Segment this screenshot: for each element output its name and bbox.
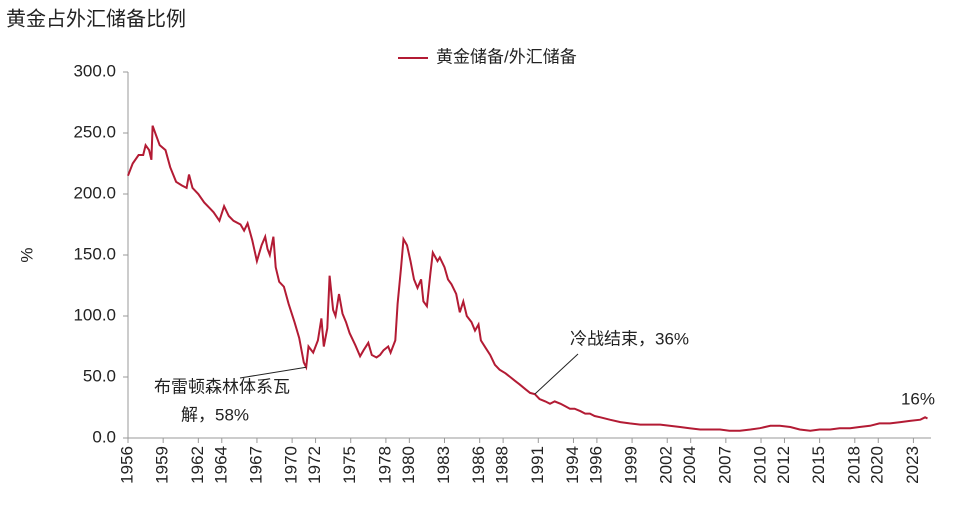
annotation: 16% [901,389,935,408]
x-tick-label: 1980 [399,446,418,484]
annotation: 布雷顿森林体系瓦 [154,377,290,396]
x-tick-label: 2018 [844,446,863,484]
x-tick-label: 2002 [657,446,676,484]
chart-title: 黄金占外汇储备比例 [6,7,186,31]
y-tick-label: 150.0 [73,244,116,263]
x-tick-label: 1970 [282,446,301,484]
x-tick-label: 1978 [375,446,394,484]
y-tick-label: 200.0 [73,183,116,202]
line-series [127,125,928,432]
y-tick-label: 50.0 [83,366,116,385]
x-tick-label: 1975 [340,446,359,484]
x-tick-label: 1967 [246,446,265,484]
y-tick-label: 250.0 [73,122,116,141]
x-tick-label: 2023 [903,446,922,484]
x-tick-label: 1996 [586,446,605,484]
annotation: 冷战结束，36% [570,329,689,348]
x-tick-label: 1962 [188,446,207,484]
annotation-leader [239,366,307,379]
x-tick-label: 1988 [493,446,512,484]
legend-label: 黄金储备/外汇储备 [436,47,577,66]
x-tick-label: 1959 [153,446,172,484]
x-tick-label: 1983 [434,446,453,484]
y-axis-label: % [17,247,36,262]
x-tick-label: 1991 [528,446,547,484]
annotation-leader [534,353,579,395]
annotation: 解，58% [181,405,249,424]
x-tick-label: 1972 [305,446,324,484]
x-tick-label: 2015 [809,446,828,484]
x-tick-label: 1964 [211,446,230,484]
x-tick-label: 2010 [751,446,770,484]
y-tick-label: 100.0 [73,305,116,324]
y-tick-label: 0.0 [92,427,116,446]
x-tick-label: 1956 [117,446,136,484]
x-tick-label: 2020 [868,446,887,484]
x-tick-label: 2007 [715,446,734,484]
x-tick-label: 2012 [774,446,793,484]
x-tick-label: 1999 [622,446,641,484]
x-tick-label: 2004 [680,446,699,484]
x-tick-label: 1986 [469,446,488,484]
y-tick-label: 300.0 [73,61,116,80]
x-tick-label: 1994 [563,446,582,484]
